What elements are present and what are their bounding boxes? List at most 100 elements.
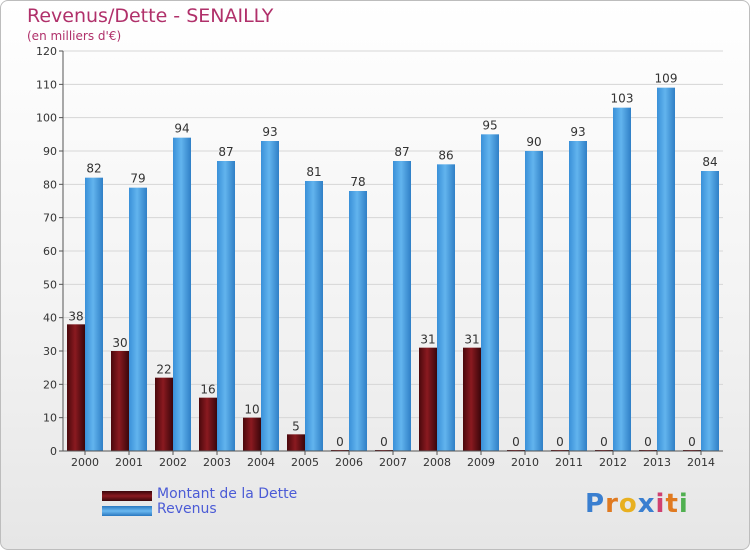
bar-revenue	[173, 137, 191, 451]
bar-revenue	[701, 171, 719, 451]
data-label-revenue: 109	[655, 72, 678, 86]
x-tick-label: 2008	[423, 456, 451, 469]
data-label-revenue: 82	[86, 162, 101, 176]
x-tick-label: 2001	[115, 456, 143, 469]
data-label-revenue: 78	[350, 175, 365, 189]
y-tick-label: 10	[43, 412, 57, 425]
data-label-debt: 10	[244, 403, 259, 417]
brand-letter: x	[637, 489, 656, 519]
bar-revenue	[85, 177, 103, 451]
data-label-revenue: 95	[482, 118, 497, 132]
data-label-revenue: 84	[702, 155, 717, 169]
bar-debt	[67, 324, 85, 451]
brand-letter: o	[618, 489, 638, 519]
chart-subtitle: (en milliers d'€)	[27, 29, 122, 43]
data-label-revenue: 103	[611, 92, 634, 106]
data-label-revenue: 93	[262, 125, 277, 139]
y-tick-label: 60	[43, 245, 57, 258]
bar-debt	[243, 417, 261, 451]
x-tick-label: 2007	[379, 456, 407, 469]
data-label-revenue: 87	[218, 145, 233, 159]
brand-letter: i	[655, 489, 666, 519]
data-label-revenue: 86	[438, 148, 453, 162]
x-tick-label: 2013	[643, 456, 671, 469]
y-tick-label: 50	[43, 278, 57, 291]
bars	[67, 87, 719, 452]
bar-debt	[463, 347, 481, 451]
y-tick-label: 0	[50, 445, 57, 458]
x-tick-label: 2011	[555, 456, 583, 469]
bar-revenue	[569, 141, 587, 451]
brand-logo: Proxiti	[585, 489, 689, 519]
x-tick-label: 2003	[203, 456, 231, 469]
bar-revenue	[349, 191, 367, 451]
legend-swatch-revenue	[102, 506, 152, 516]
data-label-debt: 0	[600, 435, 608, 449]
data-label-debt: 31	[420, 333, 435, 347]
chart-title: Revenus/Dette - SENAILLY	[27, 5, 274, 27]
data-label-debt: 0	[556, 435, 564, 449]
data-label-debt: 16	[200, 383, 215, 397]
data-label-debt: 0	[644, 435, 652, 449]
data-label-revenue: 93	[570, 125, 585, 139]
x-tick-label: 2009	[467, 456, 495, 469]
bar-revenue	[613, 107, 631, 452]
bar-revenue	[481, 134, 499, 452]
legend-swatch-debt	[102, 491, 152, 501]
x-axis: 2000 2001 2002 2003 2004 2005 2006 2007 2008 2009…	[63, 450, 723, 469]
bar-debt	[419, 347, 437, 451]
x-tick-label: 2014	[687, 456, 715, 469]
brand-letter: r	[605, 489, 619, 519]
data-label-revenue: 94	[174, 122, 189, 136]
y-axis: 0 10 20 30 40 50 60 70 80 90 100 110 120	[36, 45, 64, 458]
x-tick-label: 2005	[291, 456, 319, 469]
y-tick-label: 80	[43, 178, 57, 191]
x-tick-label: 2006	[335, 456, 363, 469]
bar-revenue	[437, 164, 455, 452]
legend-label-debt: Montant de la Dette	[157, 486, 298, 502]
y-tick-label: 20	[43, 378, 57, 391]
data-label-debt: 0	[688, 435, 696, 449]
bar-revenue	[525, 151, 543, 451]
x-tick-label: 2010	[511, 456, 539, 469]
data-label-debt: 22	[156, 363, 171, 377]
data-label-debt: 5	[292, 419, 300, 433]
brand-letter: i	[678, 489, 689, 519]
data-label-debt: 0	[380, 435, 388, 449]
x-tick-label: 2012	[599, 456, 627, 469]
brand-letter: t	[665, 489, 679, 519]
bar-revenue	[261, 141, 279, 451]
data-labels: 38 82 30 79 22 94 16 87 10 93 5 81 0 78 0 87 31 86 31 95 0 90…	[68, 72, 717, 449]
bar-revenue	[305, 181, 323, 451]
bar-revenue	[217, 161, 235, 451]
x-tick-label: 2002	[159, 456, 187, 469]
y-tick-label: 90	[43, 145, 57, 158]
bar-debt	[155, 377, 173, 451]
legend-label-revenue: Revenus	[157, 501, 217, 517]
y-tick-label: 40	[43, 312, 57, 325]
data-label-debt: 0	[336, 435, 344, 449]
bar-revenue	[657, 87, 675, 452]
y-tick-label: 70	[43, 212, 57, 225]
data-label-debt: 38	[68, 309, 83, 323]
data-label-revenue: 79	[130, 172, 145, 186]
data-label-debt: 30	[112, 336, 127, 350]
data-label-debt: 0	[512, 435, 520, 449]
bar-revenue	[129, 187, 147, 451]
data-label-revenue: 90	[526, 135, 541, 149]
data-label-revenue: 87	[394, 145, 409, 159]
y-tick-label: 30	[43, 345, 57, 358]
data-label-revenue: 81	[306, 165, 321, 179]
bar-debt	[287, 434, 305, 451]
x-tick-label: 2000	[71, 456, 99, 469]
brand-letter: P	[585, 489, 606, 519]
bar-revenue	[393, 161, 411, 451]
y-tick-label: 120	[36, 45, 57, 58]
x-tick-label: 2004	[247, 456, 275, 469]
y-tick-label: 110	[36, 78, 57, 91]
y-tick-label: 100	[36, 112, 57, 125]
data-label-debt: 31	[464, 333, 479, 347]
bar-debt	[199, 397, 217, 451]
